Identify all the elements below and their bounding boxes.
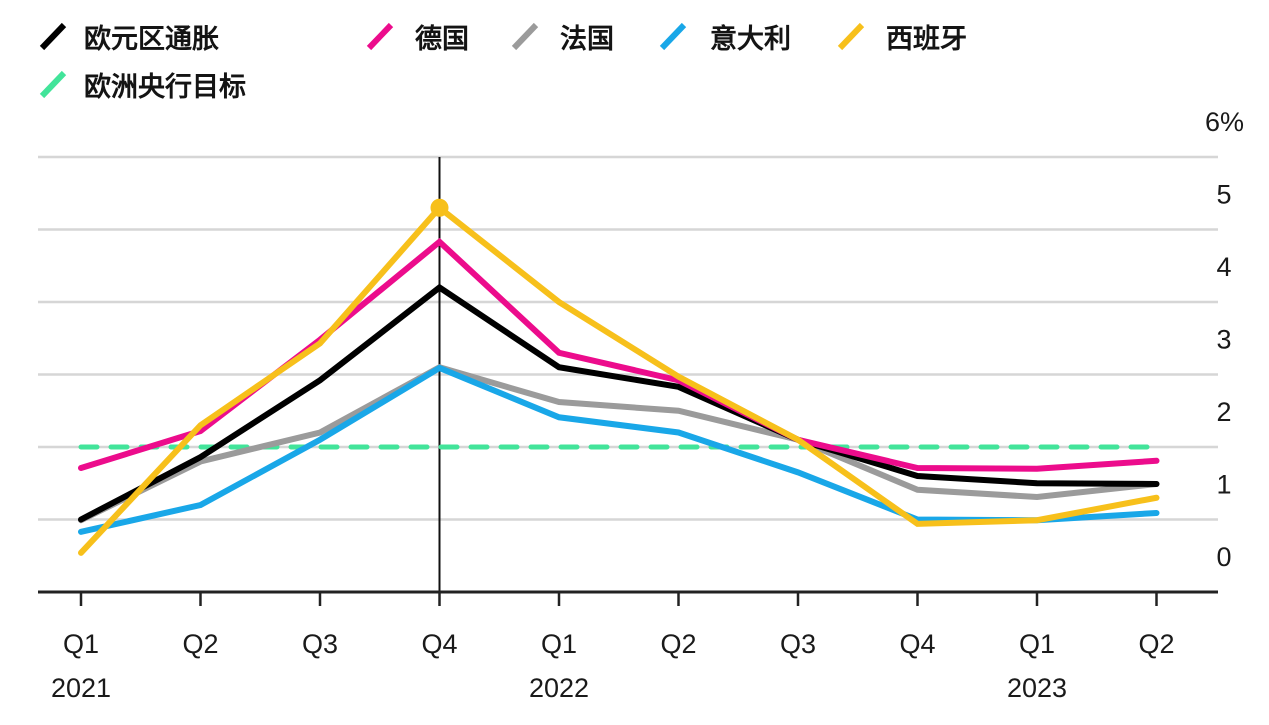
legend-swatch-icon — [659, 22, 687, 51]
x-year-label: 2023 — [1007, 673, 1067, 703]
series-line-1 — [78, 237, 1160, 472]
legend-item: 法国 — [511, 22, 614, 55]
x-tick-label: Q1 — [63, 629, 99, 659]
gridlines — [38, 155, 1218, 521]
y-tick-label: 2 — [1216, 397, 1231, 427]
legend-label: 意大利 — [710, 23, 791, 55]
series-line-2 — [78, 364, 1160, 524]
legend-item: 西班牙 — [837, 22, 967, 55]
y-tick-label: 3 — [1216, 325, 1231, 355]
legend-item: 欧洲央行目标 — [39, 70, 246, 103]
highlight-point — [430, 198, 449, 217]
legend-label: 西班牙 — [886, 24, 967, 55]
x-tick-label: Q3 — [302, 629, 338, 659]
legend-label: 德国 — [415, 24, 469, 55]
x-year-label: 2022 — [529, 673, 589, 703]
legend-label: 法国 — [560, 24, 614, 55]
x-axis: Q1 Q2 Q3 Q4 Q1 Q2 Q3 Q4 Q1 Q2 2021 2022 2023 — [38, 590, 1218, 703]
legend-label: 欧元区通胀 — [84, 24, 219, 55]
series-line-0 — [78, 283, 1160, 523]
legend-swatch-icon — [837, 22, 865, 51]
legend-swatch-icon — [39, 70, 67, 99]
x-tick-label: Q2 — [182, 629, 218, 659]
legend-swatch-icon — [366, 22, 394, 51]
x-tick-label: Q4 — [899, 629, 935, 659]
series-line-4 — [78, 203, 1160, 556]
y-axis-labels: 0 1 2 3 4 5 6% — [1205, 107, 1244, 572]
x-year-label: 2021 — [51, 673, 111, 703]
legend-label: 欧洲央行目标 — [84, 71, 246, 103]
x-tick-label: Q1 — [541, 629, 577, 659]
y-tick-label: 1 — [1216, 470, 1231, 500]
y-tick-label: 5 — [1216, 180, 1231, 210]
y-tick-label: 0 — [1216, 542, 1231, 572]
legend-item: 意大利 — [659, 22, 791, 55]
x-tick-label: Q4 — [421, 629, 457, 659]
legend-item: 德国 — [366, 22, 469, 55]
x-tick-label: Q2 — [660, 629, 696, 659]
x-tick-label: Q3 — [780, 629, 816, 659]
legend-swatch-icon — [39, 22, 67, 51]
legend-swatch-icon — [511, 22, 539, 51]
y-tick-label: 6% — [1205, 107, 1244, 137]
series-lines — [78, 198, 1160, 556]
y-tick-label: 4 — [1216, 252, 1231, 282]
x-tick-label: Q1 — [1019, 629, 1055, 659]
x-tick-label: Q2 — [1138, 629, 1174, 659]
legend-item: 欧元区通胀 — [39, 22, 219, 55]
